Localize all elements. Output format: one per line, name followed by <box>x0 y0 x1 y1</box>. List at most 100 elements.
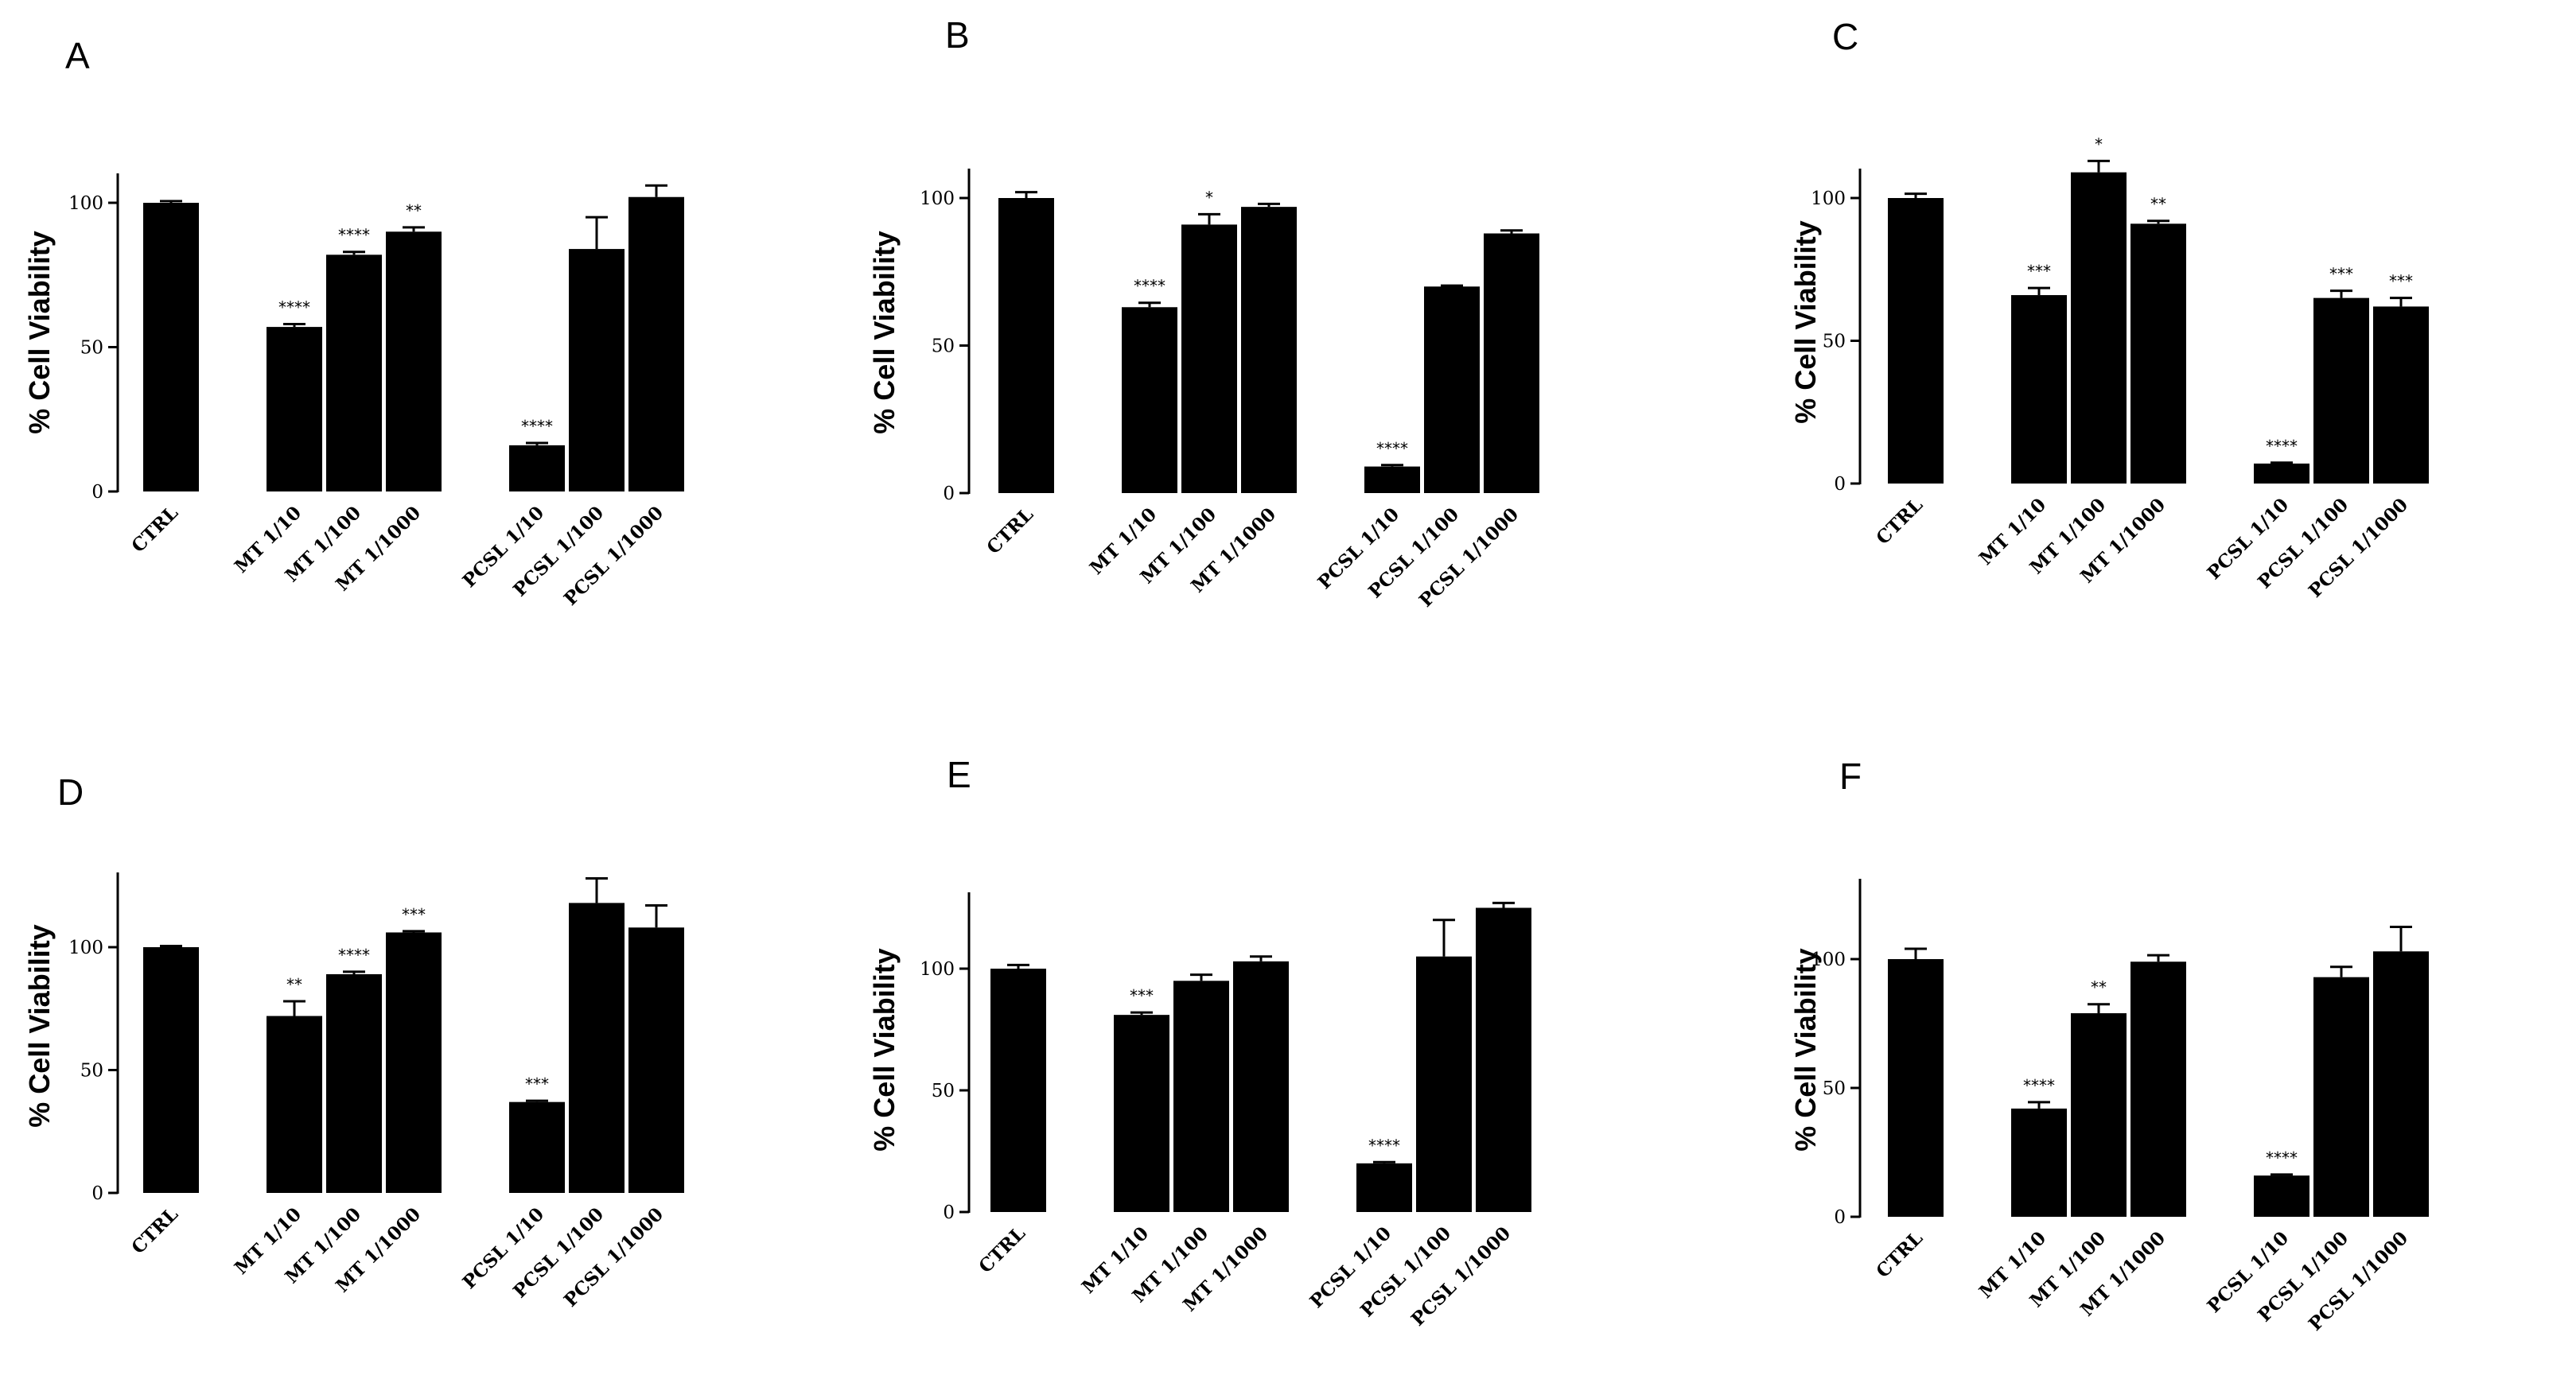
panel-letter: F <box>1839 756 1862 797</box>
bar <box>2373 951 2429 1217</box>
bar <box>2254 1175 2309 1217</box>
y-tick-label: 0 <box>1834 474 1846 495</box>
y-axis-label: % Cell Viability <box>23 231 56 433</box>
y-tick-label: 100 <box>920 188 955 209</box>
significance-mark: ** <box>2091 978 2107 997</box>
bar <box>326 254 382 491</box>
y-tick-label: 50 <box>80 1061 103 1082</box>
significance-mark: *** <box>2329 265 2353 284</box>
y-tick-label: 0 <box>943 1202 955 1223</box>
y-tick-label: 50 <box>1823 1078 1846 1099</box>
bar <box>990 969 1046 1212</box>
bar <box>1476 907 1531 1212</box>
y-tick-label: 0 <box>91 482 103 503</box>
bar <box>1416 956 1472 1212</box>
significance-mark: **** <box>1376 439 1408 458</box>
bar <box>1233 961 1289 1212</box>
bar <box>2254 463 2309 484</box>
bar <box>509 445 565 491</box>
bar <box>998 198 1054 493</box>
y-tick-label: 100 <box>1811 188 1846 209</box>
significance-mark: **** <box>1368 1136 1400 1155</box>
panel-letter: B <box>945 14 970 56</box>
y-tick-label: 50 <box>932 1081 955 1101</box>
bar <box>2373 306 2429 484</box>
bar <box>267 1016 322 1193</box>
bar <box>1114 1015 1169 1212</box>
bar <box>1356 1163 1412 1212</box>
panel-letter: A <box>65 35 90 76</box>
bar <box>1424 286 1480 493</box>
bar <box>2071 172 2127 484</box>
bar <box>2130 961 2186 1217</box>
bar <box>628 196 684 492</box>
significance-mark: **** <box>338 226 370 245</box>
panel-letter: E <box>947 754 971 795</box>
significance-mark: *** <box>402 905 426 924</box>
bar <box>2011 1108 2067 1217</box>
y-axis-label: % Cell Viability <box>868 948 901 1151</box>
y-tick-label: 100 <box>68 938 103 958</box>
y-axis-label: % Cell Viability <box>868 231 901 433</box>
x-tick-label: CTRL <box>127 1203 182 1258</box>
significance-mark: *** <box>525 1074 549 1094</box>
significance-mark: *** <box>2027 262 2051 281</box>
significance-mark: *** <box>2389 272 2413 291</box>
significance-mark: **** <box>338 946 370 965</box>
y-tick-label: 50 <box>1823 332 1846 352</box>
y-tick-label: 50 <box>80 338 103 359</box>
panel-letter: C <box>1832 16 1858 57</box>
y-tick-label: 100 <box>68 193 103 214</box>
significance-mark: **** <box>2023 1076 2055 1095</box>
bar <box>1122 307 1177 493</box>
y-axis-label: % Cell Viability <box>1789 948 1822 1151</box>
bar <box>2071 1013 2127 1217</box>
y-tick-label: 0 <box>91 1183 103 1204</box>
bar <box>1241 207 1297 493</box>
bar <box>509 1101 565 1193</box>
significance-mark: *** <box>1130 986 1154 1005</box>
significance-mark: * <box>2095 134 2103 153</box>
y-tick-label: 0 <box>943 484 955 504</box>
bar <box>1484 233 1539 493</box>
significance-mark: ** <box>286 975 302 994</box>
panel-letter: D <box>57 771 84 813</box>
bar <box>143 947 199 1193</box>
x-tick-label: CTRL <box>127 502 182 557</box>
x-tick-label: CTRL <box>1872 1227 1927 1282</box>
significance-mark: **** <box>2266 437 2298 456</box>
bar <box>1364 466 1420 493</box>
significance-mark: **** <box>278 297 310 317</box>
significance-mark: **** <box>2266 1148 2298 1167</box>
bar <box>386 932 442 1193</box>
x-tick-label: CTRL <box>975 1222 1029 1277</box>
y-tick-label: 100 <box>1811 950 1846 970</box>
bar <box>2313 977 2369 1217</box>
bar <box>1888 959 1944 1217</box>
bar <box>628 927 684 1193</box>
x-tick-label: CTRL <box>1872 494 1927 549</box>
y-tick-label: 50 <box>932 336 955 357</box>
y-axis-label: % Cell Viability <box>23 924 56 1127</box>
bar <box>326 973 382 1193</box>
y-tick-label: 100 <box>920 959 955 980</box>
x-tick-label: CTRL <box>983 503 1037 558</box>
significance-mark: ** <box>2150 195 2166 214</box>
bar <box>569 903 625 1193</box>
bar <box>2011 295 2067 484</box>
significance-mark: **** <box>1134 277 1165 296</box>
bar <box>2130 223 2186 484</box>
significance-mark: * <box>1205 188 1213 207</box>
bar <box>1888 198 1944 484</box>
bar <box>1181 224 1237 493</box>
bar <box>143 203 199 491</box>
bar <box>569 249 625 491</box>
bar <box>2313 297 2369 484</box>
